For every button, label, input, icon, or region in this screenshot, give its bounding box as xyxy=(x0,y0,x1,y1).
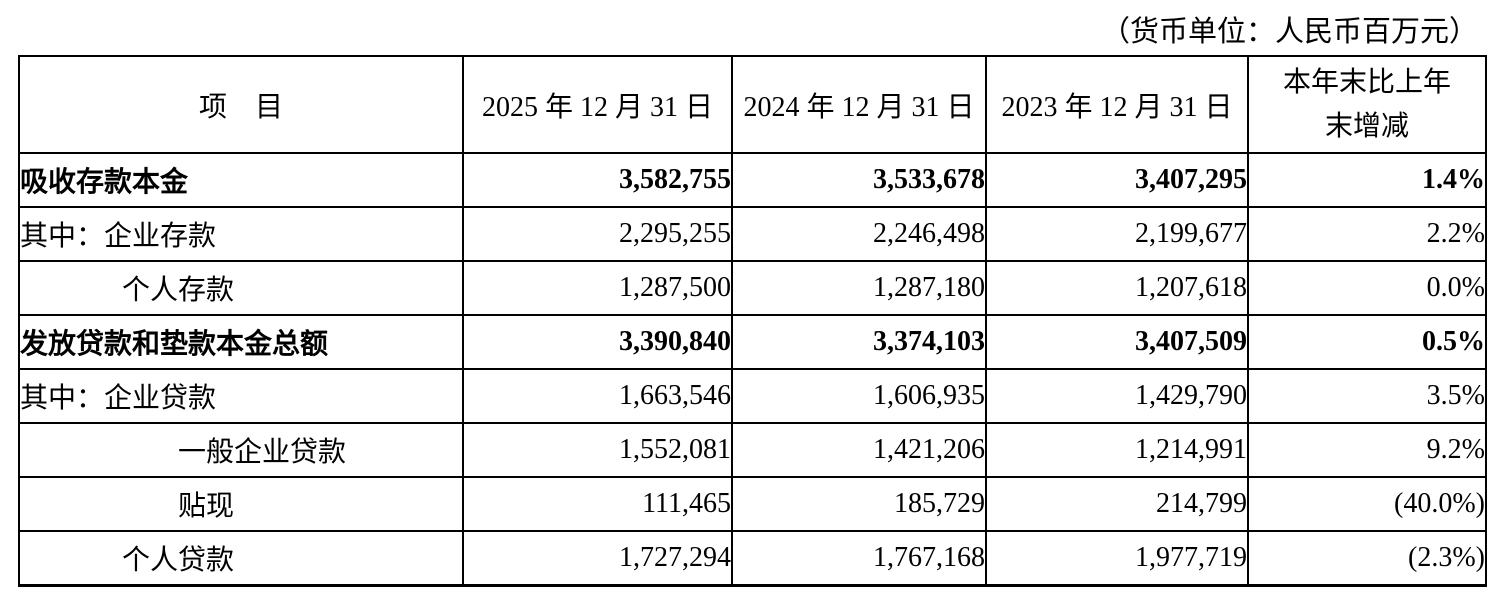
value-2023-cell: 1,214,991 xyxy=(985,422,1249,478)
change-cell: 0.5% xyxy=(1247,314,1487,370)
value-2023-cell: 1,429,790 xyxy=(985,368,1249,424)
value-2024-cell: 2,246,498 xyxy=(731,206,987,262)
value-2025-cell: 3,390,840 xyxy=(462,314,733,370)
value-2025-cell: 3,582,755 xyxy=(462,152,733,208)
table-row: 贴现 111,465 185,729 214,799 (40.0%) xyxy=(18,476,1487,532)
value-2024-cell: 185,729 xyxy=(731,476,987,532)
change-cell: 3.5% xyxy=(1247,368,1487,424)
value-2025-cell: 1,727,294 xyxy=(462,530,733,587)
item-cell: 个人贷款 xyxy=(18,530,464,587)
header-row: 项 目 2025 年 12 月 31 日 2024 年 12 月 31 日 20… xyxy=(18,55,1487,154)
change-cell: 2.2% xyxy=(1247,206,1487,262)
value-2024-cell: 3,374,103 xyxy=(731,314,987,370)
table-row: 一般企业贷款 1,552,081 1,421,206 1,214,991 9.2… xyxy=(18,422,1487,478)
value-2023-cell: 1,977,719 xyxy=(985,530,1249,587)
item-cell: 其中：企业存款 xyxy=(18,206,464,262)
value-2023-cell: 2,199,677 xyxy=(985,206,1249,262)
value-2024-cell: 1,767,168 xyxy=(731,530,987,587)
value-2025-cell: 111,465 xyxy=(462,476,733,532)
table-row: 吸收存款本金 3,582,755 3,533,678 3,407,295 1.4… xyxy=(18,152,1487,208)
table-row: 个人贷款 1,727,294 1,767,168 1,977,719 (2.3%… xyxy=(18,530,1487,587)
value-2024-cell: 1,421,206 xyxy=(731,422,987,478)
table-row: 其中：企业存款 2,295,255 2,246,498 2,199,677 2.… xyxy=(18,206,1487,262)
value-2025-cell: 2,295,255 xyxy=(462,206,733,262)
table-row: 发放贷款和垫款本金总额 3,390,840 3,374,103 3,407,50… xyxy=(18,314,1487,370)
column-header-2025: 2025 年 12 月 31 日 xyxy=(462,55,733,154)
table-row: 个人存款 1,287,500 1,287,180 1,207,618 0.0% xyxy=(18,260,1487,316)
column-header-item: 项 目 xyxy=(18,55,464,154)
column-header-change-line1: 本年末比上年 xyxy=(1282,66,1451,98)
value-2025-cell: 1,552,081 xyxy=(462,422,733,478)
item-cell: 其中：企业贷款 xyxy=(18,368,464,424)
change-cell: 0.0% xyxy=(1247,260,1487,316)
deposits-loans-table: 项 目 2025 年 12 月 31 日 2024 年 12 月 31 日 20… xyxy=(18,55,1487,587)
currency-unit-note: （货币单位：人民币百万元） xyxy=(1100,16,1478,48)
value-2023-cell: 3,407,295 xyxy=(985,152,1249,208)
value-2025-cell: 1,663,546 xyxy=(462,368,733,424)
item-cell: 吸收存款本金 xyxy=(18,152,464,208)
change-cell: 9.2% xyxy=(1247,422,1487,478)
item-cell: 个人存款 xyxy=(18,260,464,316)
item-cell: 一般企业贷款 xyxy=(18,422,464,478)
value-2023-cell: 214,799 xyxy=(985,476,1249,532)
column-header-2023: 2023 年 12 月 31 日 xyxy=(985,55,1249,154)
item-cell: 发放贷款和垫款本金总额 xyxy=(18,314,464,370)
item-cell: 贴现 xyxy=(18,476,464,532)
column-header-2024: 2024 年 12 月 31 日 xyxy=(731,55,987,154)
value-2023-cell: 3,407,509 xyxy=(985,314,1249,370)
change-cell: 1.4% xyxy=(1247,152,1487,208)
value-2024-cell: 1,287,180 xyxy=(731,260,987,316)
value-2024-cell: 3,533,678 xyxy=(731,152,987,208)
column-header-change: 本年末比上年 末增减 xyxy=(1247,55,1487,154)
column-header-change-line2: 末增减 xyxy=(1324,110,1409,142)
change-cell: (40.0%) xyxy=(1247,476,1487,532)
change-cell: (2.3%) xyxy=(1247,530,1487,587)
value-2023-cell: 1,207,618 xyxy=(985,260,1249,316)
table-row: 其中：企业贷款 1,663,546 1,606,935 1,429,790 3.… xyxy=(18,368,1487,424)
value-2025-cell: 1,287,500 xyxy=(462,260,733,316)
value-2024-cell: 1,606,935 xyxy=(731,368,987,424)
